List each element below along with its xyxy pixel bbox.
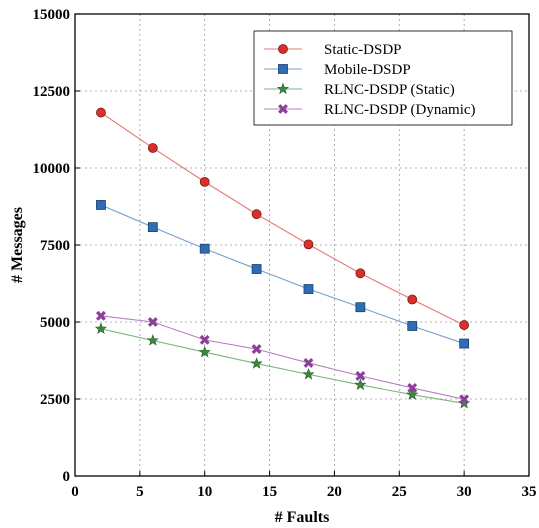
data-point [96, 200, 106, 210]
y-axis-label: # Messages [9, 207, 26, 283]
marker-stroke [407, 382, 418, 393]
series-3 [94, 322, 471, 409]
data-point [251, 209, 262, 220]
series-line [100, 315, 465, 400]
data-point [354, 378, 367, 390]
data-point [303, 239, 314, 250]
data-point [355, 302, 366, 313]
data-point [96, 107, 106, 118]
legend-label: Static-DSDP [324, 42, 402, 58]
legend-item: RLNC-DSDP (Dynamic) [264, 102, 476, 118]
legend-label: Mobile-DSDP [324, 62, 411, 78]
data-point [459, 394, 470, 405]
y-tick-label: 12500 [33, 84, 71, 100]
series-line [100, 112, 465, 326]
series-layer [94, 107, 471, 409]
y-tick-label: 15000 [33, 7, 71, 23]
y-axis: 0 2500 5000 7500 10000 12500 15000 [33, 7, 80, 485]
data-point [459, 320, 470, 330]
x-axis: 0 5 10 15 20 25 30 35 [71, 471, 537, 500]
series-line [100, 204, 465, 345]
marker-stroke [303, 358, 314, 368]
data-point [302, 368, 315, 380]
marker-stroke [278, 104, 288, 114]
legend: Static-DSDP Mobile-DSDP RLNC-DSDP (Static)… [253, 30, 513, 126]
data-point [407, 382, 418, 393]
marker-stroke [199, 334, 210, 345]
data-point [406, 388, 419, 400]
data-point [199, 243, 210, 254]
x-tick-label: 30 [457, 484, 472, 500]
x-tick-label: 5 [136, 484, 144, 500]
series-2 [96, 200, 470, 349]
data-point [146, 334, 159, 346]
legend-item: Static-DSDP [264, 42, 402, 58]
data-point [147, 143, 158, 153]
data-point [303, 284, 314, 294]
data-point [251, 264, 262, 274]
y-tick-label: 10000 [33, 161, 71, 177]
x-tick-label: 10 [197, 484, 212, 500]
marker-stroke [147, 317, 158, 327]
x-tick-label: 25 [392, 484, 407, 500]
x-tick-label: 35 [522, 484, 537, 500]
marker-stroke [251, 344, 262, 355]
data-point [94, 322, 107, 334]
data-point [199, 176, 210, 187]
x-tick-label: 0 [71, 484, 79, 500]
data-point [303, 358, 314, 368]
marker-stroke [355, 370, 366, 381]
data-point [199, 334, 210, 345]
series-1 [96, 107, 470, 330]
x-tick-label: 20 [327, 484, 342, 500]
data-point [407, 321, 418, 331]
data-point [355, 370, 366, 381]
data-point [459, 338, 470, 349]
legend-label: RLNC-DSDP (Dynamic) [324, 102, 476, 118]
legend-marker [276, 82, 290, 95]
legend-item: RLNC-DSDP (Static) [264, 82, 455, 98]
legend-marker [278, 104, 288, 114]
data-point [250, 357, 263, 369]
y-tick-label: 7500 [40, 238, 70, 254]
marker-stroke [459, 394, 470, 405]
y-tick-label: 0 [63, 469, 71, 485]
data-point [147, 222, 158, 233]
y-tick-label: 2500 [40, 392, 70, 408]
legend-marker [278, 64, 288, 74]
data-point [96, 310, 106, 321]
legend-marker [278, 44, 288, 54]
series-4 [96, 310, 470, 405]
data-point [407, 294, 418, 305]
series-line [100, 328, 465, 404]
legend-item: Mobile-DSDP [264, 62, 411, 78]
data-point [251, 344, 262, 355]
data-point [147, 317, 158, 327]
legend-label: RLNC-DSDP (Static) [324, 82, 455, 98]
y-tick-label: 5000 [40, 315, 70, 331]
x-axis-label: # Faults [275, 509, 330, 526]
data-point [355, 268, 366, 279]
data-point [198, 345, 211, 358]
x-tick-label: 15 [262, 484, 277, 500]
marker-stroke [96, 310, 106, 321]
